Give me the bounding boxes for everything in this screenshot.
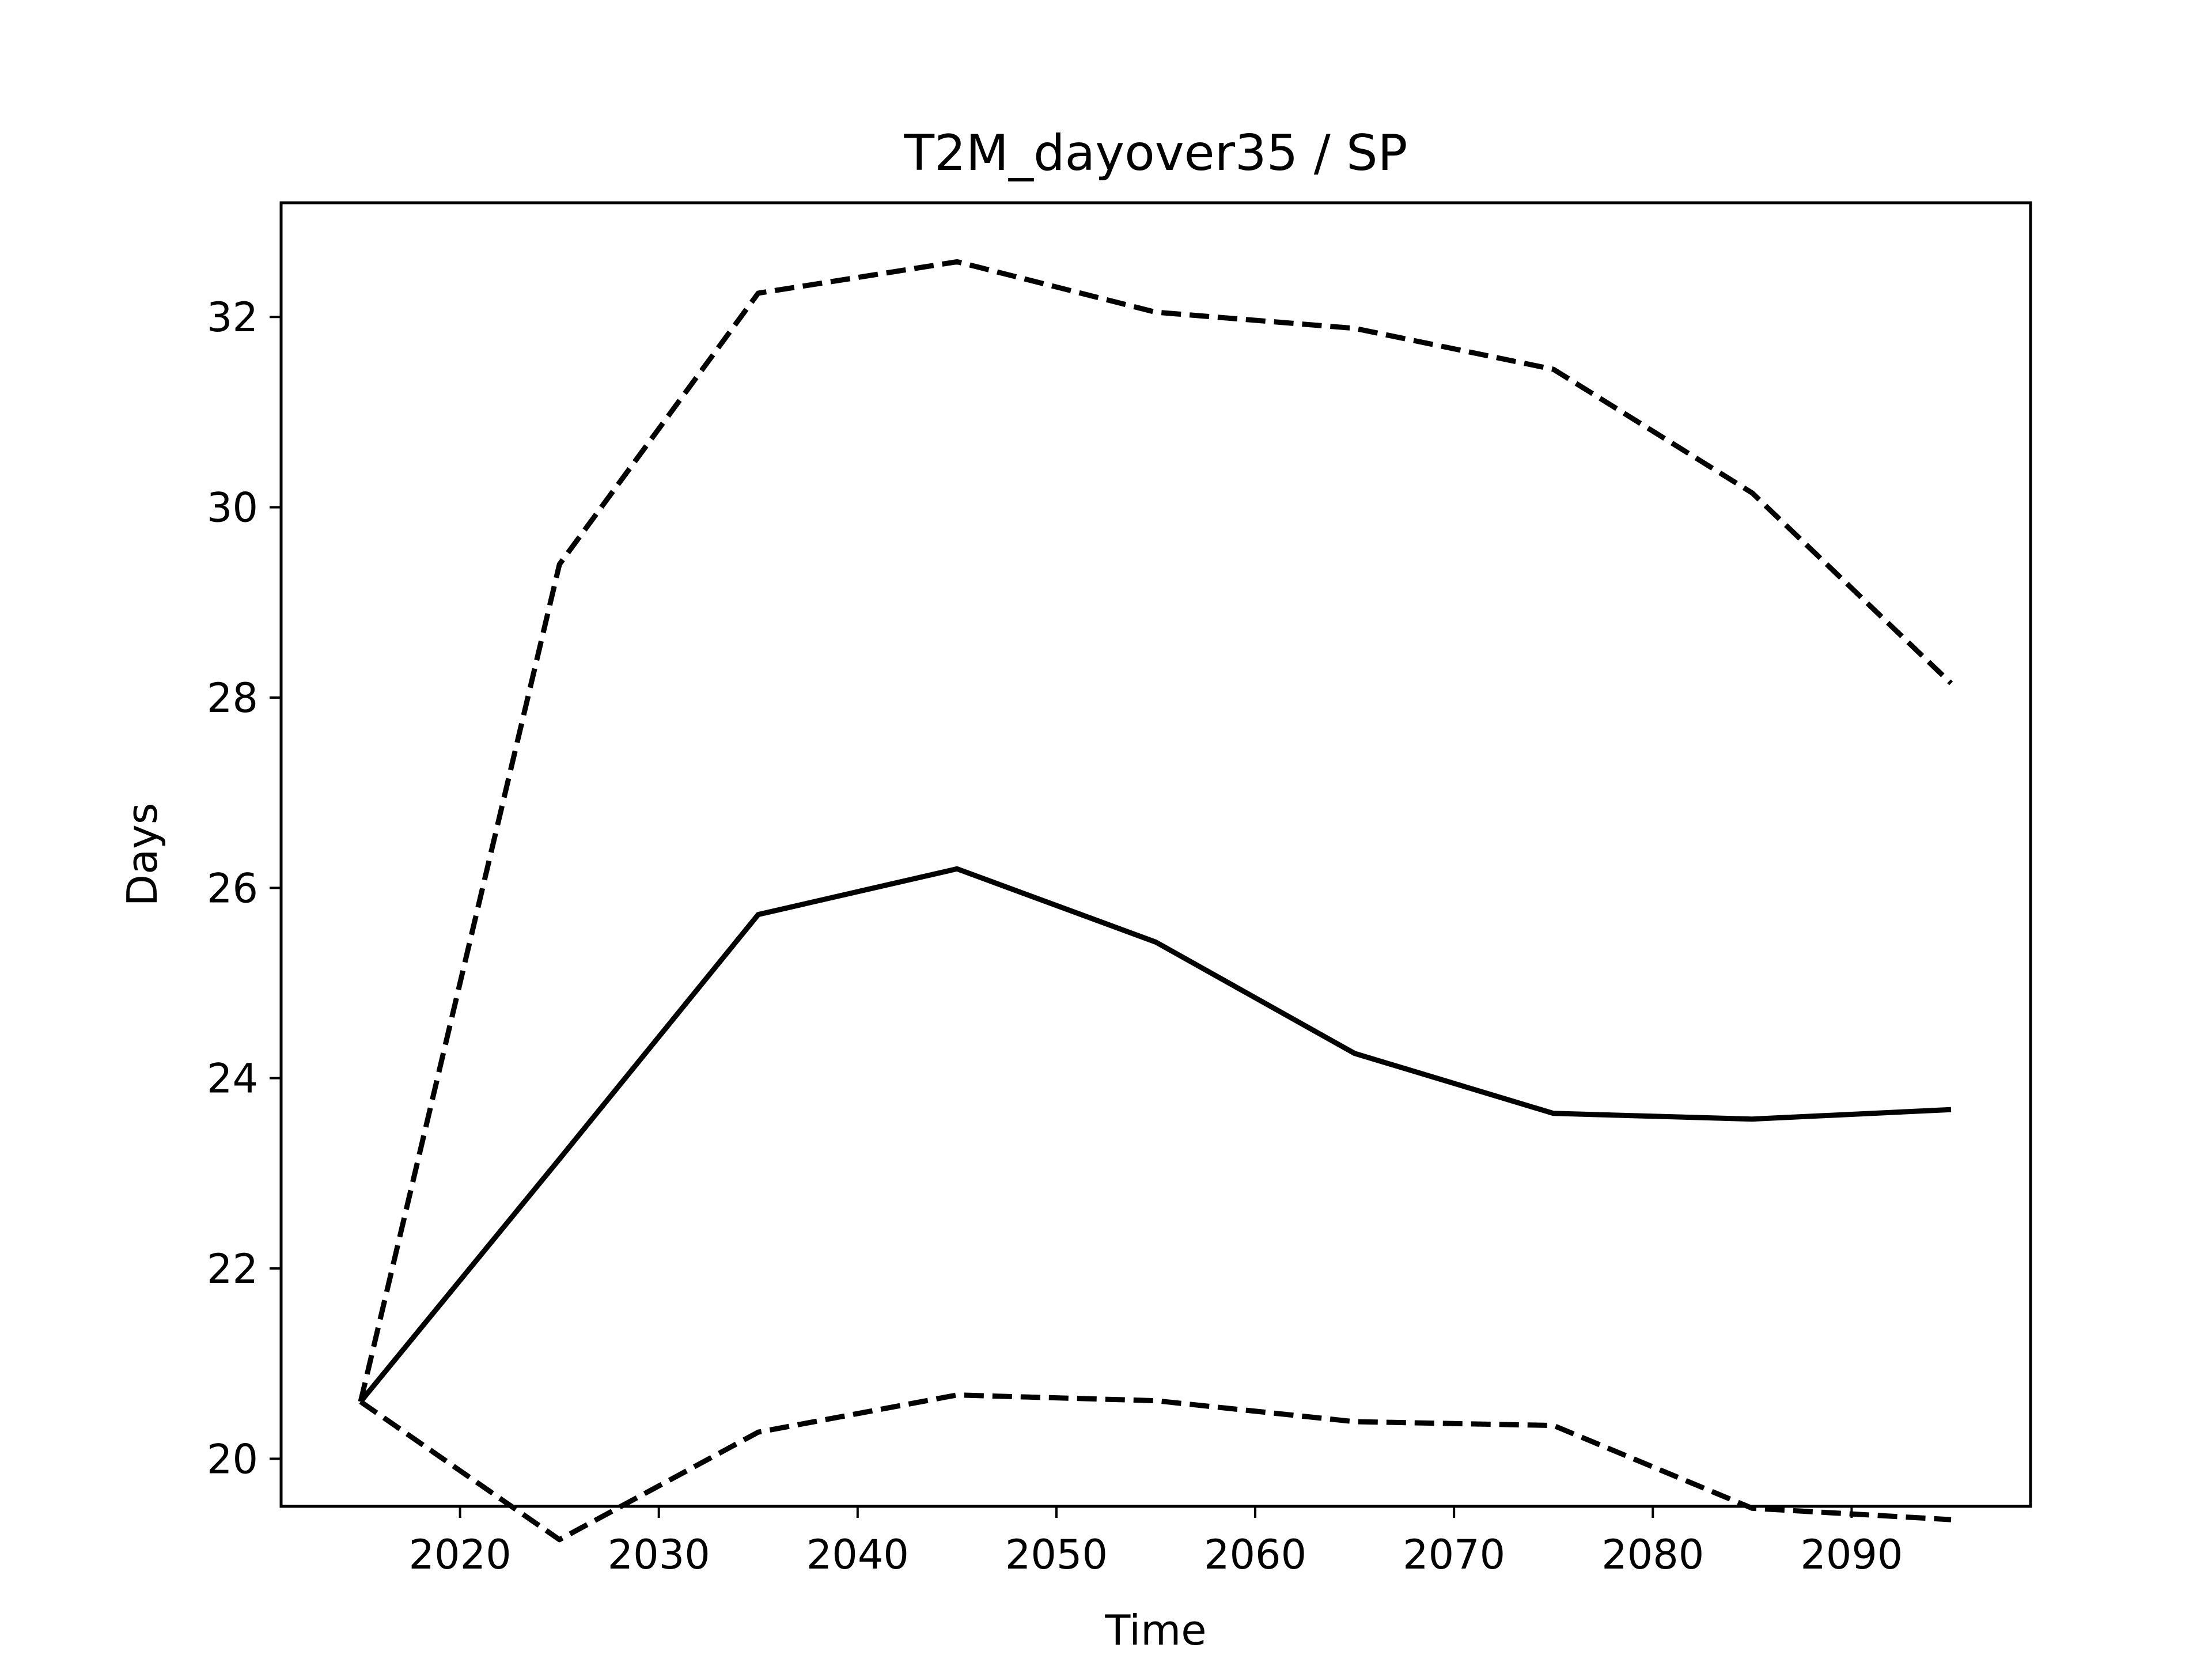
y-tick-label: 24 [207,1055,258,1103]
series-layer [358,259,1953,1543]
x-tick-label: 2050 [1005,1531,1108,1578]
tick-layer: 2020 2030 2040 2050 2060 2070 2080 2090 20 22 24 26… [207,294,1903,1578]
y-axis-label: Days [118,803,166,907]
x-tick-label: 2070 [1403,1531,1505,1578]
x-axis-label: Time [1104,1606,1206,1654]
x-tick-label: 2060 [1204,1531,1306,1578]
y-tick-label: 28 [207,675,258,722]
series-line-dashed-0 [358,259,1953,1403]
plot-frame [279,201,2032,1508]
x-tick-label: 2040 [806,1531,909,1578]
chart-title: T2M_dayover35 / SP [904,124,1408,182]
x-tick-label: 2090 [1800,1531,1903,1578]
y-tick-label: 30 [207,484,258,532]
series-line-dashed-2 [359,1392,1952,1543]
y-tick-label: 26 [207,865,258,912]
y-tick-label: 20 [207,1435,258,1483]
y-tick-label: 32 [207,294,258,341]
x-tick-label: 2030 [608,1531,710,1578]
x-tick-label: 2080 [1601,1531,1704,1578]
series-line-solid-1 [358,866,1952,1404]
y-tick-label: 22 [207,1245,258,1293]
x-tick-label: 2020 [409,1531,512,1578]
